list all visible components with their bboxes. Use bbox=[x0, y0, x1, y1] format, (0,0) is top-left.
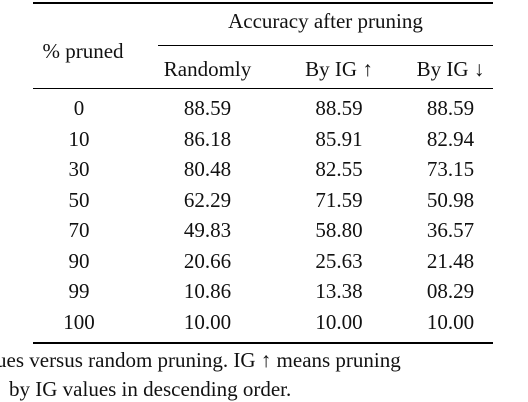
group-header-rule bbox=[158, 45, 493, 46]
cell-ig-down: 50.98 bbox=[426, 187, 475, 212]
table-row: 100 10.00 10.00 10.00 bbox=[33, 310, 503, 341]
table-bottom-rule bbox=[33, 342, 493, 344]
cell-ig-up: 10.00 bbox=[315, 309, 363, 334]
cell-ig-up: 85.91 bbox=[315, 126, 363, 151]
cell-ig-down: 08.29 bbox=[426, 279, 475, 303]
caption-line-2: by IG values in descending order. bbox=[9, 377, 292, 401]
cell-ig-up: 13.38 bbox=[315, 279, 363, 303]
cell-randomly: 62.29 bbox=[183, 187, 232, 212]
table-row: 50 62.29 71.59 50.98 bbox=[33, 188, 503, 219]
cell-pruned: 0 bbox=[73, 96, 85, 120]
cell-ig-down: 21.48 bbox=[426, 248, 475, 273]
cell-randomly: 86.18 bbox=[183, 126, 232, 151]
table-body: 0 88.59 88.59 88.59 10 86.18 85.91 82.94… bbox=[33, 96, 503, 340]
cell-ig-up: 71.59 bbox=[315, 187, 363, 212]
caption-line-1: ues versus random pruning. IG ↑ means pr… bbox=[0, 348, 401, 372]
cell-pruned: 90 bbox=[68, 248, 90, 273]
cell-pruned: 10 bbox=[68, 126, 90, 151]
table-header-rule bbox=[33, 88, 493, 89]
cell-pruned: 100 bbox=[63, 309, 95, 334]
cell-pruned: 70 bbox=[68, 218, 90, 242]
header-pruned: % pruned bbox=[42, 39, 124, 63]
cell-pruned: 99 bbox=[68, 279, 90, 303]
cell-randomly: 49.83 bbox=[183, 218, 232, 242]
cell-randomly: 80.48 bbox=[183, 157, 232, 181]
cell-ig-down: 88.59 bbox=[426, 96, 475, 120]
cell-ig-up: 82.55 bbox=[315, 157, 363, 181]
cell-randomly: 10.00 bbox=[183, 309, 232, 334]
table-row: 30 80.48 82.55 73.15 bbox=[33, 157, 503, 188]
cell-ig-down: 10.00 bbox=[426, 309, 475, 334]
table-row: 99 10.86 13.38 08.29 bbox=[33, 279, 503, 310]
header-randomly: Randomly bbox=[163, 57, 252, 81]
cell-ig-down: 82.94 bbox=[426, 126, 475, 151]
cell-ig-up: 58.80 bbox=[315, 218, 363, 242]
cell-randomly: 20.66 bbox=[183, 248, 232, 273]
cell-randomly: 10.86 bbox=[183, 279, 232, 303]
cell-pruned: 50 bbox=[68, 187, 90, 212]
cell-pruned: 30 bbox=[68, 157, 90, 181]
cell-randomly: 88.59 bbox=[183, 96, 232, 120]
cell-ig-down: 36.57 bbox=[426, 218, 475, 242]
table-top-rule bbox=[33, 2, 493, 4]
cell-ig-up: 88.59 bbox=[315, 96, 363, 120]
header-accuracy-group: Accuracy after pruning bbox=[228, 9, 423, 33]
table-row: 0 88.59 88.59 88.59 bbox=[33, 96, 503, 127]
table-row: 70 49.83 58.80 36.57 bbox=[33, 218, 503, 249]
table-row: 90 20.66 25.63 21.48 bbox=[33, 249, 503, 280]
table-row: 10 86.18 85.91 82.94 bbox=[33, 127, 503, 158]
header-by-ig-up: By IG ↑ bbox=[305, 57, 373, 81]
cell-ig-up: 25.63 bbox=[315, 248, 363, 273]
header-by-ig-down: By IG ↓ bbox=[416, 57, 485, 81]
cell-ig-down: 73.15 bbox=[426, 157, 475, 181]
